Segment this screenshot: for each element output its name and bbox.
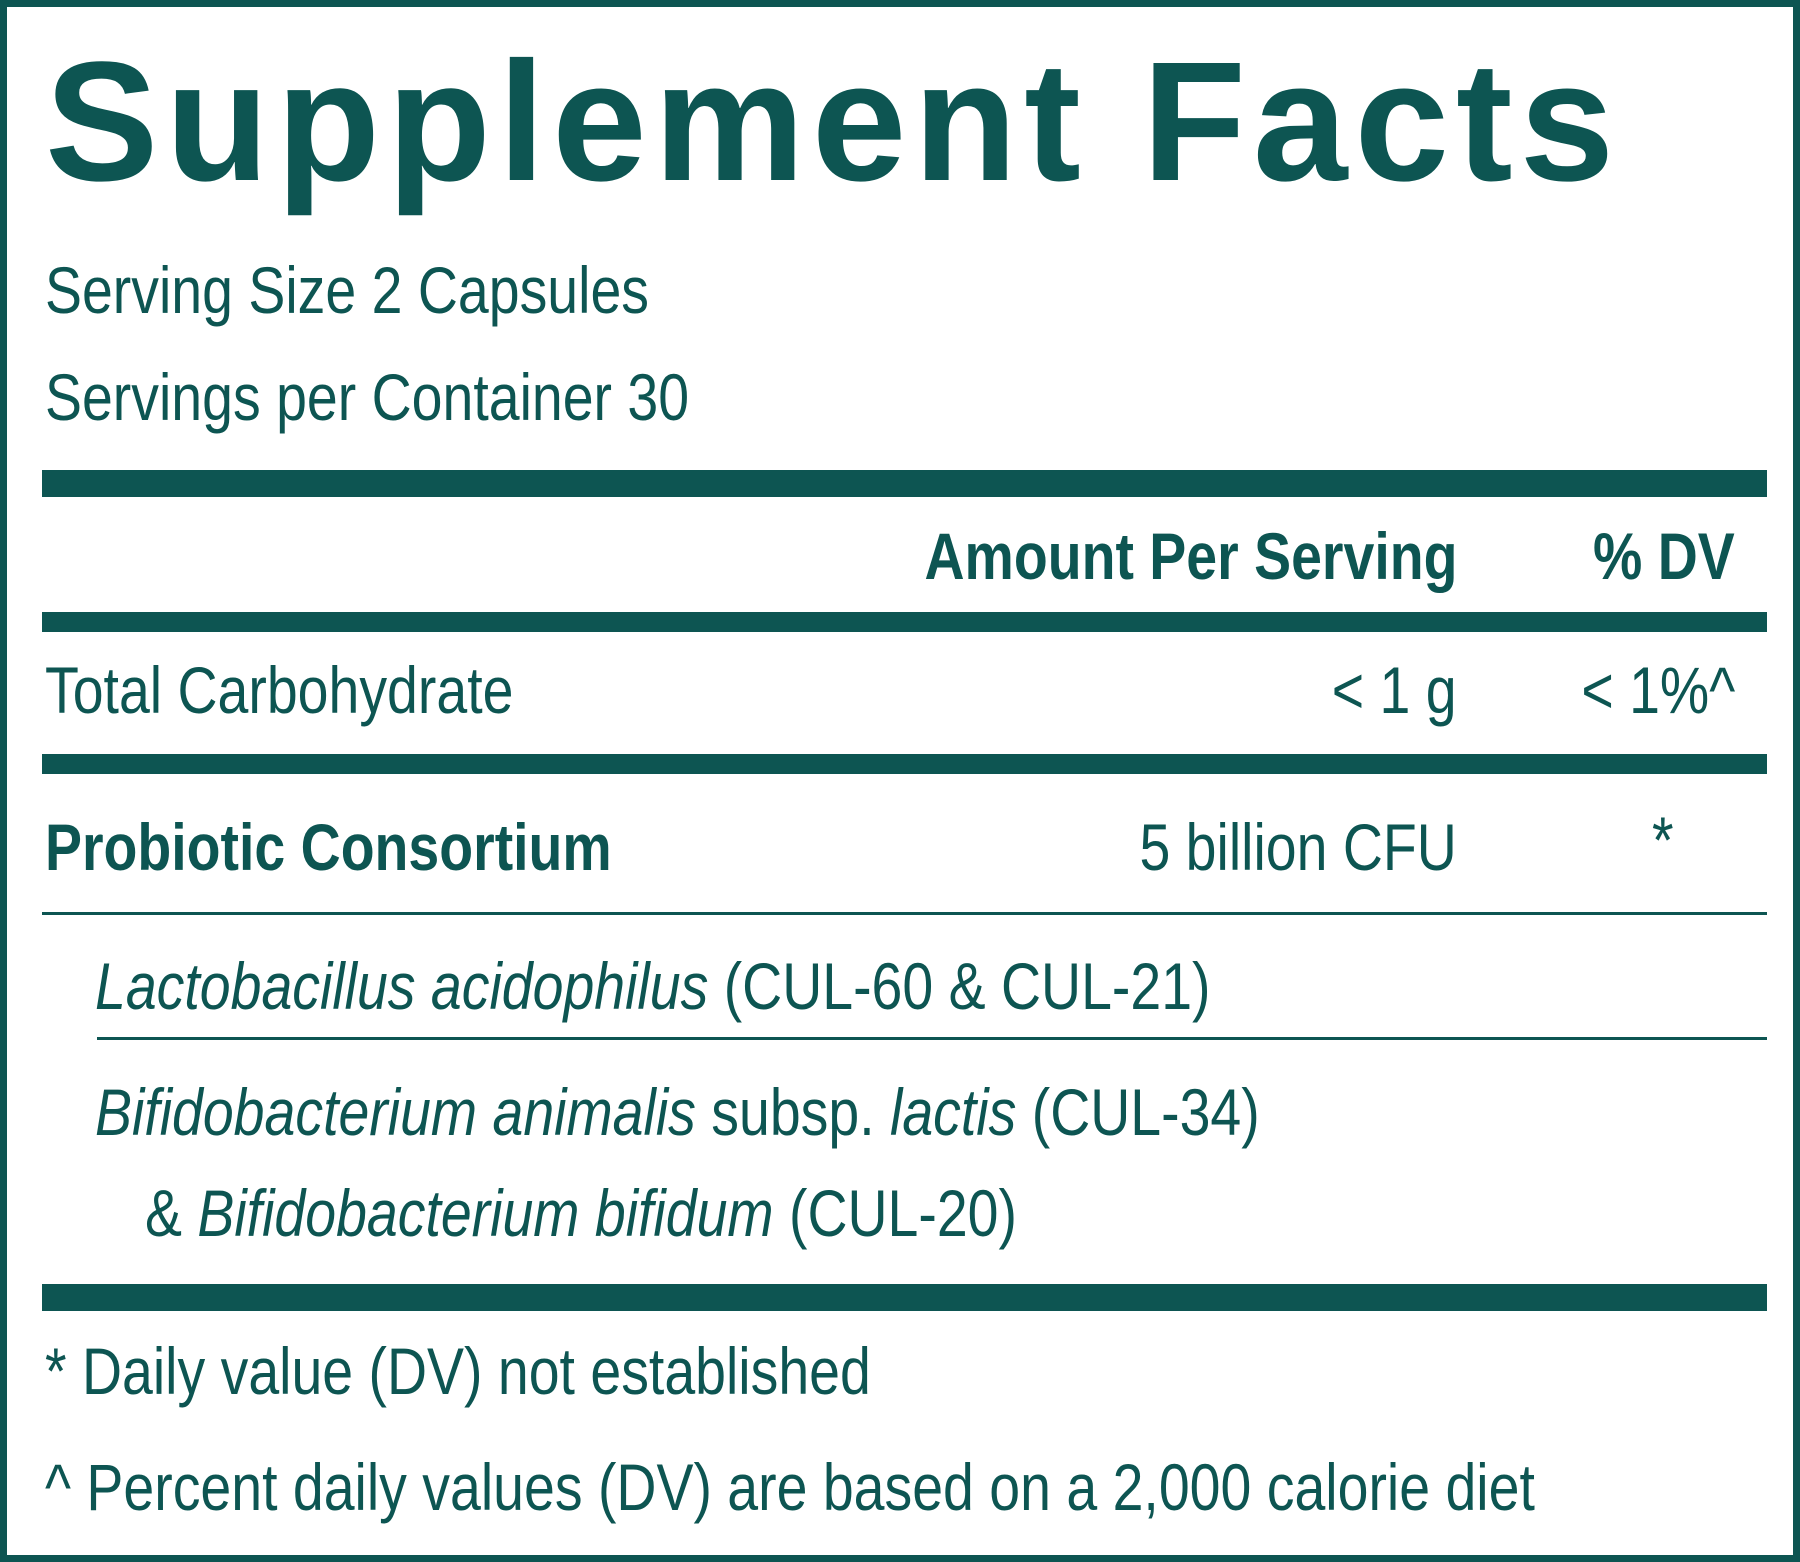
section-divider-carbohydrate (42, 754, 1767, 774)
bifidobacterium-animalis-codes: (CUL-34) (1016, 1075, 1260, 1149)
lactobacillus-strain: Lactobacillus acidophilus (CUL-60 & CUL-… (95, 953, 1210, 1019)
thick-divider-top (42, 470, 1767, 497)
probiotic-consortium-label: Probiotic Consortium (45, 810, 612, 884)
lactobacillus-strain-codes: (CUL-60 & CUL-21) (708, 949, 1211, 1023)
percent-dv-header: % DV (1593, 519, 1735, 593)
supplement-facts-title: Supplement Facts (45, 27, 1622, 217)
total-carbohydrate-label: Total Carbohydrate (45, 653, 514, 727)
bifidobacterium-bifidum-strain: & Bifidobacterium bifidum (CUL-20) (145, 1180, 1017, 1246)
servings-per-container: Servings per Container 30 (45, 360, 690, 434)
bifidobacterium-bifidum-prefix: & (145, 1176, 198, 1250)
amount-per-serving-header: Amount Per Serving (924, 519, 1457, 593)
bifidobacterium-subspecies-label: subsp. (695, 1075, 891, 1149)
bifidobacterium-bifidum-name: Bifidobacterium bifidum (197, 1176, 774, 1250)
bifidobacterium-bifidum-codes: (CUL-20) (773, 1176, 1017, 1250)
lactobacillus-species-name: Lactobacillus acidophilus (95, 949, 709, 1023)
daily-value-footnote: * Daily value (DV) not established (45, 1334, 871, 1408)
bifidobacterium-subspecies-name: lactis (890, 1075, 1017, 1149)
thin-divider-lactobacillus (97, 1037, 1767, 1040)
serving-size: Serving Size 2 Capsules (45, 253, 649, 327)
bifidobacterium-animalis-strain: Bifidobacterium animalis subsp. lactis (… (95, 1079, 1260, 1145)
section-divider-header (42, 612, 1767, 632)
probiotic-consortium-amount: 5 billion CFU (1139, 810, 1457, 884)
probiotic-consortium-dv: * (1652, 803, 1674, 877)
thick-divider-bottom (42, 1284, 1767, 1311)
total-carbohydrate-dv: < 1%^ (1581, 653, 1735, 727)
thin-divider-consortium (42, 912, 1767, 915)
percent-daily-value-footnote: ^ Percent daily values (DV) are based on… (45, 1450, 1535, 1524)
bifidobacterium-animalis-name: Bifidobacterium animalis (95, 1075, 696, 1149)
total-carbohydrate-amount: < 1 g (1332, 653, 1457, 727)
